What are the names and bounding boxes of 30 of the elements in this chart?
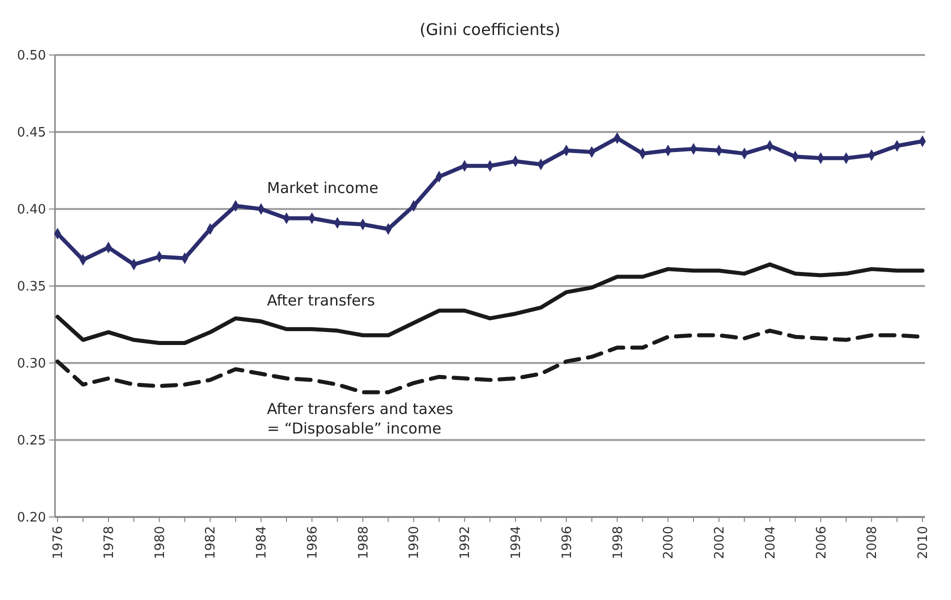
y-tick-label: 0.20: [17, 510, 46, 526]
x-tick-label: 2006: [814, 526, 830, 560]
y-tick-label: 0.30: [17, 356, 46, 372]
x-tick-label: 1996: [560, 526, 575, 560]
y-tick-label: 0.40: [17, 202, 46, 218]
x-tick-label: 2008: [865, 526, 880, 560]
y-tick-label: 0.45: [17, 126, 46, 141]
y-tick-label: 0.25: [17, 434, 46, 449]
x-tick-label: 2002: [712, 526, 728, 560]
x-tick-label: 1980: [152, 526, 168, 560]
x-tick-label: 1998: [610, 526, 626, 560]
x-tick-label: 1984: [254, 526, 270, 560]
series-label: After transfers and taxes = “Disposable” income: [267, 400, 454, 438]
y-tick-label: 0.50: [17, 48, 46, 64]
x-tick-label: 2004: [763, 526, 778, 560]
x-tick-label: 1976: [51, 526, 66, 560]
chart-title: (Gini coefficients): [420, 20, 560, 39]
x-tick-label: 1982: [204, 526, 219, 560]
x-tick-label: 1992: [458, 526, 474, 560]
x-tick-label: 2000: [662, 526, 677, 560]
x-tick-label: 2010: [916, 526, 932, 560]
x-tick-label: 1994: [508, 526, 524, 560]
x-tick-label: 1978: [102, 526, 117, 560]
x-tick-label: 1988: [356, 526, 372, 560]
series-label: After transfers: [267, 291, 376, 310]
x-tick-label: 1990: [407, 526, 422, 560]
line-series: [56, 262, 924, 345]
x-tick-label: 1986: [305, 526, 320, 560]
y-tick-label: 0.35: [17, 280, 46, 295]
series-label: Market income: [267, 179, 378, 197]
